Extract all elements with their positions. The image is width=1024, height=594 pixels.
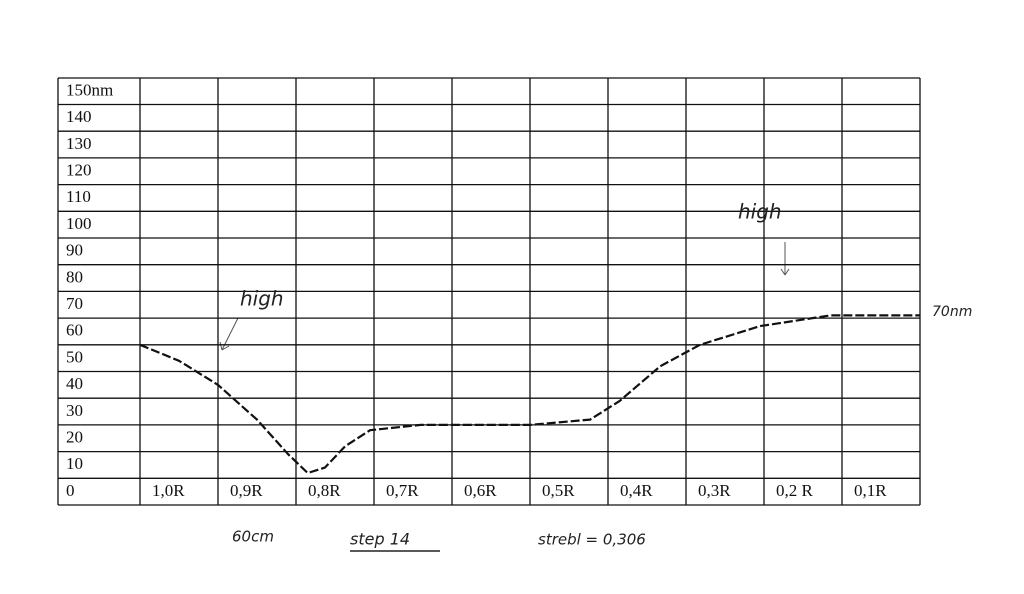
x-tick-label: 0,5R — [542, 481, 575, 500]
annotation: step 14 — [350, 530, 410, 549]
y-tick-label: 120 — [66, 161, 92, 180]
x-tick-label: 0,7R — [386, 481, 419, 500]
annotation: strebl = 0,306 — [538, 531, 646, 549]
y-tick-label: 20 — [66, 428, 83, 447]
y-tick-label: 140 — [66, 107, 92, 126]
y-tick-label: 60 — [66, 321, 83, 340]
annotation: 70nm — [932, 304, 972, 320]
annotation: 60cm — [232, 528, 274, 546]
x-tick-label: 0,6R — [464, 481, 497, 500]
x-tick-label: 1,0R — [152, 481, 185, 500]
annotation: high — [240, 287, 284, 311]
x-tick-label: 0,2 R — [776, 481, 814, 500]
data-line — [139, 314, 920, 475]
y-tick-label: 110 — [66, 187, 91, 206]
y-tick-label: 90 — [66, 241, 83, 260]
y-tick-label: 70 — [66, 294, 83, 313]
x-tick-label: 0,9R — [230, 481, 263, 500]
y-tick-label: 30 — [66, 401, 83, 420]
x-tick-label: 0,3R — [698, 481, 731, 500]
y-tick-label: 150nm — [66, 80, 113, 99]
y-tick-label: 100 — [66, 214, 92, 233]
annotation-arrow — [780, 242, 790, 276]
y-tick-label: 40 — [66, 374, 83, 393]
x-tick-label: 0,1R — [854, 481, 887, 500]
y-tick-label: 50 — [66, 347, 83, 366]
y-tick-label: 10 — [66, 454, 83, 473]
x-tick-label: 0,8R — [308, 481, 341, 500]
y-tick-label: 80 — [66, 267, 83, 286]
y-tick-label: 0 — [66, 481, 75, 500]
annotation: high — [738, 200, 782, 224]
y-tick-label: 130 — [66, 134, 92, 153]
x-tick-label: 0,4R — [620, 481, 653, 500]
